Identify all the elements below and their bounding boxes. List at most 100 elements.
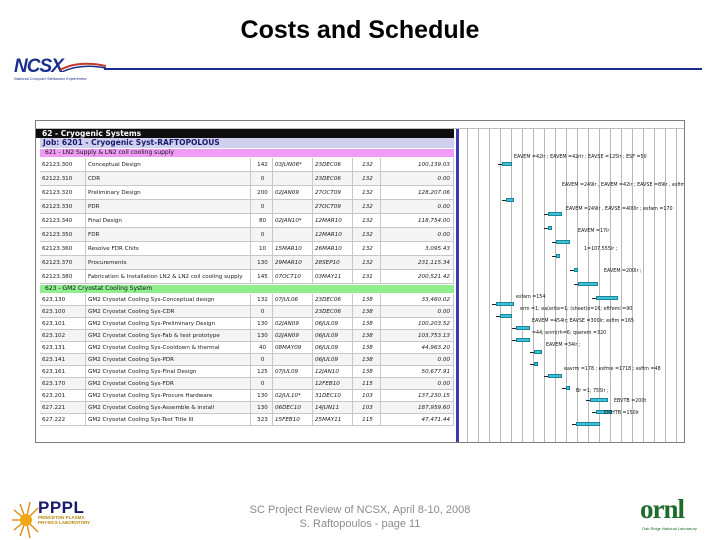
finish-date-cell: 12JAN10 <box>313 366 353 377</box>
duration-cell: 10 <box>251 242 273 255</box>
gantt-bar <box>506 198 514 202</box>
float-cell: 138 <box>353 366 381 377</box>
gantt-bar <box>516 326 530 330</box>
ornl-logo-mark: ornl <box>640 494 685 524</box>
float-cell: 138 <box>353 318 381 329</box>
budget-cost-cell: 3,095.43 <box>381 242 454 255</box>
activity-name-cell: Fabrication & Installation LN2 & LN2 coi… <box>86 270 251 283</box>
gantt-link-line <box>570 270 574 271</box>
float-cell: 138 <box>353 330 381 341</box>
gantt-bar <box>574 268 578 272</box>
gantt-bar <box>500 314 512 318</box>
schedule-row: 62122.310 CDR 0 23DEC06 132 0.00 <box>40 172 454 186</box>
gantt-bar <box>548 212 562 216</box>
activity-name-cell: GM2 Cryostat Cooling Sys-PDR <box>86 354 251 365</box>
ornl-logo-subtitle: Oak Ridge National Laboratory <box>642 526 697 531</box>
start-date-cell: 02JAN10* <box>273 214 313 227</box>
duration-cell: 130 <box>251 390 273 401</box>
job-header-row: Job: 6201 - Cryogenic Syst-RAFTOPOLOUS <box>40 138 454 148</box>
finish-date-cell: 12FEB10 <box>313 378 353 389</box>
duration-cell: 40 <box>251 342 273 353</box>
gantt-annotation: EAVEM =17lr <box>578 229 610 234</box>
activity-id-cell: 623.131 <box>40 342 86 353</box>
pppl-logo-sunburst-icon <box>12 501 39 539</box>
gantt-bar <box>576 422 600 426</box>
gantt-annotation: EBVTB =200t <box>614 399 647 404</box>
schedule-row: 623.130 GM2 Cryostat Cooling Sys-Conceptu… <box>40 294 454 306</box>
gantt-bar <box>556 240 570 244</box>
activity-name-cell: GM2 Cryostat Cooling Sys-Procure Hardwar… <box>86 390 251 401</box>
schedule-row: 62123.350 FDR 0 12MAR10 132 0.00 <box>40 228 454 242</box>
start-date-cell: 08MAY09 <box>273 342 313 353</box>
schedule-row: 623.100 GM2 Cryostat Cooling Sys-CDR 0 23DE… <box>40 306 454 318</box>
start-date-cell: 07JUL06 <box>273 294 313 305</box>
wbs-header-bar: 62 - Cryogenic Systems <box>36 129 454 138</box>
schedule-row: 627.221 GM2 Cryostat Cooling Sys-Assemble… <box>40 402 454 414</box>
schedule-row: 623.141 GM2 Cryostat Cooling Sys-PDR 0 06JU… <box>40 354 454 366</box>
finish-date-cell: 06JUL09 <box>313 342 353 353</box>
activity-name-cell: Conceptual Design <box>86 158 251 171</box>
duration-cell: 125 <box>251 366 273 377</box>
activity-id-cell: 623.161 <box>40 366 86 377</box>
gantt-link-line <box>498 164 502 165</box>
start-date-cell: 07JUL09 <box>273 366 313 377</box>
finish-date-cell: 23DEC06 <box>313 294 353 305</box>
gantt-link-line <box>496 316 500 317</box>
gantt-annotation: EAVEM =249lr , EAVSE =400lr ; esfam =170 <box>566 207 673 212</box>
gantt-bar <box>596 410 612 414</box>
float-cell: 132 <box>353 228 381 241</box>
float-cell: 138 <box>353 306 381 317</box>
finish-date-cell: 31DEC10 <box>313 390 353 401</box>
schedule-row: 62123.330 PDR 0 27OCT09 132 0.00 <box>40 200 454 214</box>
finish-date-cell: 27OCT09 <box>313 186 353 199</box>
activity-id-cell: 62123.340 <box>40 214 86 227</box>
gantt-timescale-divider <box>456 129 459 442</box>
gantt-link-line <box>544 214 548 215</box>
start-date-cell: 15MAR10 <box>273 242 313 255</box>
activity-name-cell: GM2 Cryostat Cooling Sys-FDR <box>86 378 251 389</box>
budget-cost-cell: 50,677.91 <box>381 366 454 377</box>
gantt-bar <box>590 398 608 402</box>
start-date-cell: 29MAR10 <box>273 256 313 269</box>
start-date-cell: 02JUL10* <box>273 390 313 401</box>
activity-id-cell: 623.170 <box>40 378 86 389</box>
float-cell: 138 <box>353 342 381 353</box>
finish-date-cell: 06JUL09 <box>313 354 353 365</box>
finish-date-cell: 06JUL09 <box>313 318 353 329</box>
activity-name-cell: PDR <box>86 200 251 213</box>
float-cell: 131 <box>353 270 381 283</box>
gantt-bar <box>534 362 538 366</box>
duration-cell: 323 <box>251 414 273 425</box>
gantt-link-line <box>592 412 596 413</box>
ncsx-logo-subtitle: National Compact Stellarator Experiment <box>14 76 87 81</box>
schedule-row: 623.170 GM2 Cryostat Cooling Sys-FDR 0 12FE… <box>40 378 454 390</box>
pppl-logo-subtitle: PRINCETON PLASMA PHYSICS LABORATORY <box>38 515 91 525</box>
finish-date-cell: 12MAR10 <box>313 214 353 227</box>
schedule-row: 623.131 GM2 Cryostat Cooling Sys-Cooldown… <box>40 342 454 354</box>
gantt-annotation: 1=107,555lr ; <box>584 247 618 252</box>
header-rule <box>104 68 702 70</box>
schedule-row: 62123.320 Preliminary Design 200 02JAN09 27O… <box>40 186 454 200</box>
start-date-cell <box>273 306 313 317</box>
gantt-annotation: erm =1; ea(erite=1; (sheet)o=16; eftfemi… <box>520 307 633 312</box>
schedule-screenshot: 62 - Cryogenic Systems Job: 6201 - Cryog… <box>35 120 685 443</box>
finish-date-cell: 23DEC06 <box>313 172 353 185</box>
budget-cost-cell: 103,753.13 <box>381 330 454 341</box>
budget-cost-cell: 100,139.03 <box>381 158 454 171</box>
float-cell: 132 <box>353 186 381 199</box>
activity-id-cell: 62123.360 <box>40 242 86 255</box>
activity-id-cell: 623.100 <box>40 306 86 317</box>
gantt-bar <box>548 374 562 378</box>
duration-cell: 80 <box>251 214 273 227</box>
budget-cost-cell: 0.00 <box>381 378 454 389</box>
float-cell: 132 <box>353 256 381 269</box>
start-date-cell: 07OCT10 <box>273 270 313 283</box>
start-date-cell <box>273 200 313 213</box>
float-cell: 103 <box>353 402 381 413</box>
start-date-cell: 03JUN06* <box>273 158 313 171</box>
duration-cell: 145 <box>251 270 273 283</box>
budget-cost-cell: 137,230.15 <box>381 390 454 401</box>
gantt-annotation: EMHTB =150lr <box>604 411 640 416</box>
gantt-bar <box>556 254 560 258</box>
activity-id-cell: 623.141 <box>40 354 86 365</box>
